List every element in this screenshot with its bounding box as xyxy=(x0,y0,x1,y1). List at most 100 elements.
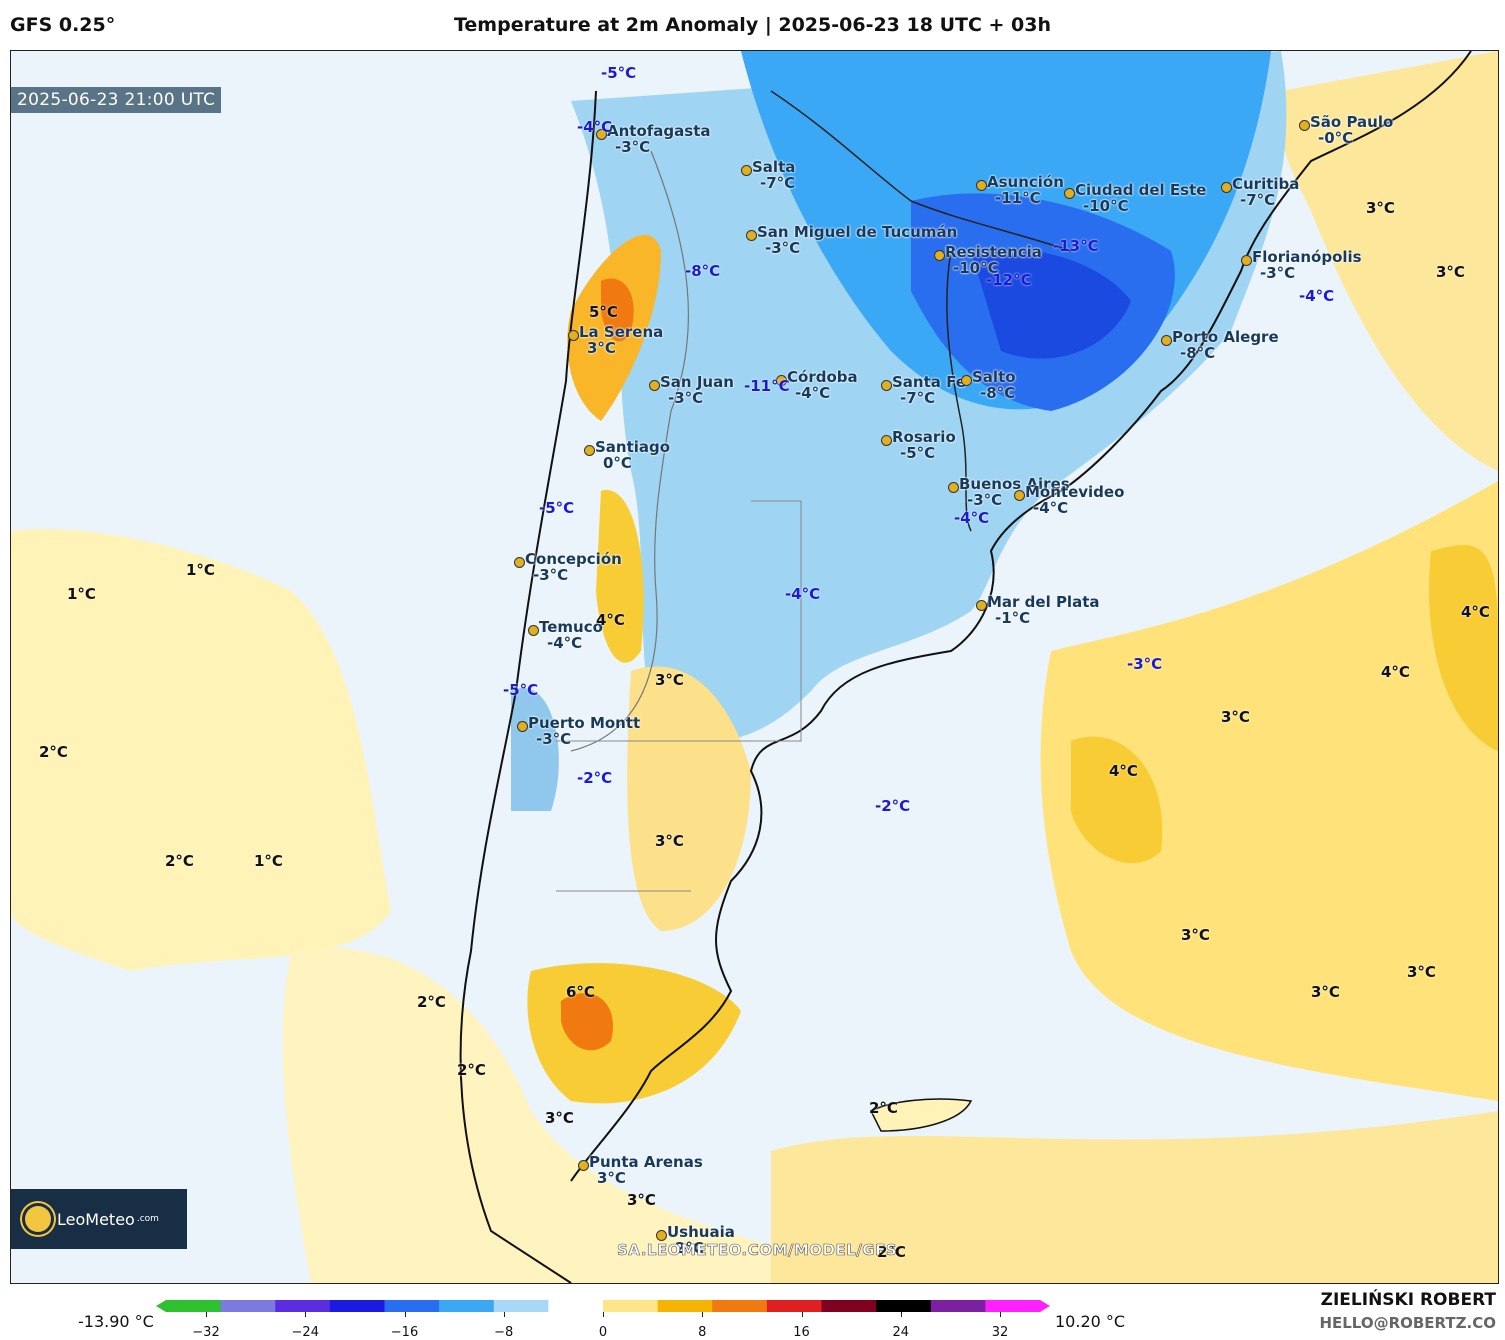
city-value: -4°C xyxy=(547,634,583,652)
author-email: HELLO@ROBERTZ.CO xyxy=(1319,1314,1496,1332)
city-dot-icon xyxy=(934,250,945,261)
city-dot-icon xyxy=(584,445,595,456)
city-name: Concepción xyxy=(525,550,622,568)
city-label: Punta Arenas 3°C xyxy=(578,1153,703,1186)
city-value: -4°C xyxy=(795,384,831,402)
city-label: Puerto Montt -3°C xyxy=(517,715,640,748)
contour-label: -11°C xyxy=(744,377,790,395)
city-label: Montevideo -4°C xyxy=(1014,484,1124,517)
city-name: Buenos Aires xyxy=(959,475,1070,493)
colorbar-tick-label: 24 xyxy=(892,1325,910,1340)
contour-label: -4°C xyxy=(1299,287,1335,305)
city-dot-icon xyxy=(1014,490,1025,501)
city-name: Ushuaia xyxy=(667,1223,735,1241)
map-title: Temperature at 2m Anomaly | 2025-06-23 1… xyxy=(453,14,1052,36)
colorbar-tick-mark xyxy=(404,1312,406,1317)
city-value: 3°C xyxy=(587,339,616,357)
city-name: Resistencia xyxy=(945,243,1042,261)
contour-label: -8°C xyxy=(685,262,721,280)
city-value: -7°C xyxy=(1240,191,1276,209)
city-value: -10°C xyxy=(953,259,999,277)
contour-label: 5°C xyxy=(589,303,618,321)
contour-label: -5°C xyxy=(601,64,637,82)
city-label: Rosario -5°C xyxy=(881,428,956,461)
city-value: -3°C xyxy=(967,491,1003,509)
city-dot-icon xyxy=(961,375,972,386)
city-value: -3°C xyxy=(536,730,572,748)
contour-label: 4°C xyxy=(1109,762,1138,780)
contour-label: 1°C xyxy=(254,852,283,870)
city-name: Ciudad del Este xyxy=(1075,181,1207,199)
colorbar-tick-mark xyxy=(603,1312,604,1317)
city-label: Resistencia -10°C xyxy=(934,243,1042,277)
city-name: São Paulo xyxy=(1310,113,1394,131)
city-name: Antofagasta xyxy=(607,122,711,140)
city-label: La Serena 3°C xyxy=(568,324,663,357)
city-label: Mar del Plata -1°C xyxy=(976,593,1100,626)
map-canvas xyxy=(11,51,1498,1283)
city-dot-icon xyxy=(948,482,959,493)
city-dot-icon xyxy=(1221,182,1232,193)
colorbar-tick-label: −24 xyxy=(291,1325,319,1340)
city-dot-icon xyxy=(1299,120,1310,131)
city-name: Santiago xyxy=(595,438,671,456)
city-value: -7°C xyxy=(900,389,936,407)
city-value: -8°C xyxy=(1180,344,1216,362)
city-dot-icon xyxy=(976,180,987,191)
city-name: Salta xyxy=(752,158,796,176)
contour-label: 2°C xyxy=(39,743,68,761)
city-dot-icon xyxy=(1064,188,1075,199)
contour-label: 4°C xyxy=(1461,603,1490,621)
colorbar-max-label: 10.20 °C xyxy=(1055,1312,1126,1331)
city-value: -3°C xyxy=(533,566,569,584)
city-name: Florianópolis xyxy=(1252,248,1362,266)
valid-time-badge: 2025-06-23 21:00 UTC xyxy=(11,87,222,113)
colorbar-tick-label: 0 xyxy=(598,1325,608,1340)
colorbar-tick-label: −8 xyxy=(494,1325,514,1340)
city-label: Curitiba -7°C xyxy=(1221,176,1299,209)
city-dot-icon xyxy=(656,1230,667,1241)
colorbar-tick-label: 16 xyxy=(793,1325,810,1340)
contour-label: 3°C xyxy=(1366,199,1395,217)
city-name: Punta Arenas xyxy=(589,1153,703,1171)
colorbar-segment xyxy=(329,1300,385,1312)
contour-label: 3°C xyxy=(1436,263,1465,281)
colorbar-tick-label: 32 xyxy=(991,1325,1009,1340)
contour-label: -13°C xyxy=(1053,237,1099,255)
colorbar-tick-label: −32 xyxy=(192,1325,220,1340)
colorbar-tick-mark xyxy=(206,1312,207,1317)
city-dot-icon xyxy=(528,625,539,636)
city-value: -0°C xyxy=(1318,129,1354,147)
city-value: -4°C xyxy=(1033,499,1069,517)
city-name: Mar del Plata xyxy=(987,593,1100,611)
contour-label: 3°C xyxy=(627,1191,656,1209)
colorbar-segment xyxy=(766,1300,822,1312)
contour-label: 3°C xyxy=(1181,926,1210,944)
source-watermark: SA.LEOMETEO.COM/MODEL/GFS xyxy=(617,1241,898,1260)
leometeo-logo[interactable]: LeoMeteo .com xyxy=(11,1189,187,1249)
contour-label: 3°C xyxy=(655,832,684,850)
city-name: Santa Fe xyxy=(892,373,966,391)
colorbar-tick-mark xyxy=(801,1312,803,1317)
city-dot-icon xyxy=(596,129,607,140)
city-label: Antofagasta -3°C xyxy=(596,122,711,155)
contour-label: 1°C xyxy=(186,561,215,579)
city-name: Temuco xyxy=(539,618,603,636)
contour-label: 2°C xyxy=(869,1099,898,1117)
contour-label: -4°C xyxy=(577,118,613,136)
city-label: Florianópolis -3°C xyxy=(1241,248,1362,281)
city-name: San Miguel de Tucumán xyxy=(757,223,958,241)
colorbar-segment xyxy=(166,1300,222,1312)
city-name: Rosario xyxy=(892,428,956,446)
city-label: Concepción -3°C xyxy=(514,550,622,584)
contour-label: -2°C xyxy=(875,797,911,815)
city-dot-icon xyxy=(578,1160,589,1171)
city-label: Santa Fe -7°C xyxy=(881,373,966,407)
contour-label: -5°C xyxy=(503,681,539,699)
city-label: São Paulo -0°C xyxy=(1299,113,1394,147)
city-dot-icon xyxy=(1161,335,1172,346)
author-name: ZIELIŃSKI ROBERT xyxy=(1320,1290,1496,1310)
city-label: Ciudad del Este -10°C xyxy=(1064,181,1207,214)
contour-label: -3°C xyxy=(1127,655,1163,673)
city-dot-icon xyxy=(976,600,987,611)
